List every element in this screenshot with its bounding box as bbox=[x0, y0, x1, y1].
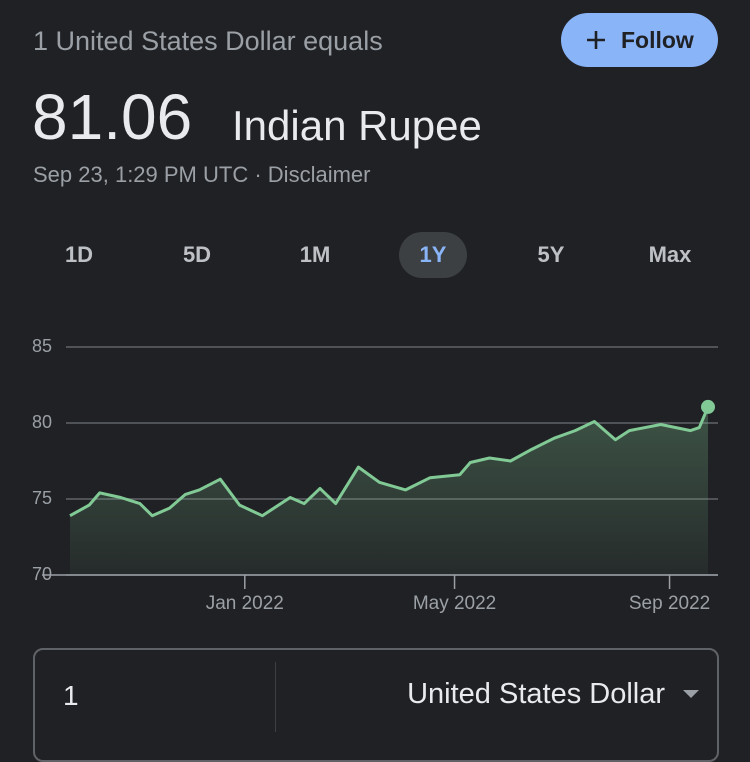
page: 1 United States Dollar equals Follow 81.… bbox=[32, 13, 719, 762]
area bbox=[70, 406, 708, 575]
x-tick-label: Sep 2022 bbox=[629, 593, 710, 614]
tab[interactable]: 1D bbox=[64, 242, 94, 267]
tab[interactable]: 1M bbox=[299, 242, 331, 267]
disclaimer-link[interactable]: Disclaimer bbox=[267, 162, 371, 187]
divider bbox=[275, 662, 276, 732]
timestamp: Sep 23, 1:29 PM UTC bbox=[33, 162, 249, 187]
y-tick-label: 70 bbox=[32, 564, 52, 584]
follow-label: Follow bbox=[621, 27, 694, 53]
tab[interactable]: 5Y bbox=[537, 242, 565, 267]
currency-name: Indian Rupee bbox=[232, 102, 482, 149]
currency-select[interactable]: United States Dollar bbox=[407, 678, 665, 710]
converter-box[interactable]: 1 United States Dollar bbox=[33, 648, 719, 762]
x-tick-label: May 2022 bbox=[413, 593, 496, 614]
tab[interactable]: 1Y bbox=[399, 232, 467, 278]
title: 1 United States Dollar equals bbox=[33, 26, 383, 56]
x-tick-label: Jan 2022 bbox=[206, 593, 284, 614]
tab[interactable]: 5D bbox=[182, 242, 212, 267]
y-tick-label: 80 bbox=[32, 412, 52, 432]
timestamp-line: Sep 23, 1:29 PM UTC · Disclaimer bbox=[33, 162, 370, 188]
chart: 70 75 80 85 Jan 2022 May 2022 Sep 2022 bbox=[32, 336, 718, 614]
rate-value: 81.06 bbox=[32, 81, 193, 153]
dropdown-arrow bbox=[683, 690, 699, 698]
amount-input[interactable]: 1 bbox=[63, 680, 79, 711]
y-tick-label: 85 bbox=[32, 336, 52, 356]
line bbox=[69, 406, 710, 518]
follow-button[interactable]: Follow bbox=[561, 13, 718, 67]
plus-icon bbox=[587, 31, 605, 49]
y-tick-label: 75 bbox=[32, 488, 52, 508]
end-dot bbox=[701, 399, 715, 414]
separator: · bbox=[254, 162, 262, 187]
tab[interactable]: Max bbox=[648, 242, 692, 267]
